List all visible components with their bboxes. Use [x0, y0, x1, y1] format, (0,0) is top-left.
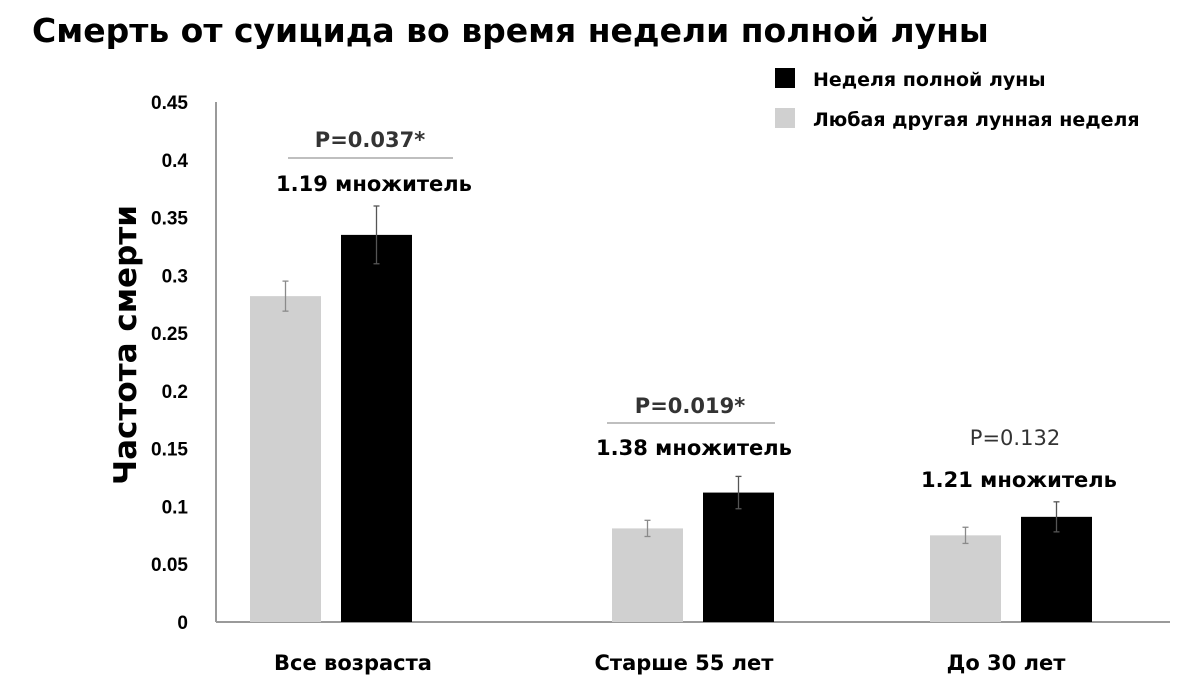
chart-title: Смерть от суицида во время недели полной…: [32, 11, 989, 50]
y-tick-label: 0: [177, 613, 188, 634]
y-tick-label: 0.4: [162, 151, 189, 172]
y-tick-label: 0.2: [162, 382, 188, 403]
legend-swatch-full-moon: [775, 68, 795, 88]
bar-other-week: [250, 296, 321, 622]
multiplier-label: 1.19 множитель: [276, 172, 472, 196]
y-axis-label: Частота смерти: [108, 205, 144, 485]
legend-label-full-moon: Неделя полной луны: [813, 69, 1046, 91]
y-tick-label: 0.3: [162, 266, 188, 287]
legend-label-other-week: Любая другая лунная неделя: [813, 109, 1140, 131]
legend: Неделя полной луны Любая другая лунная н…: [775, 68, 1140, 131]
y-tick-label: 0.35: [151, 209, 188, 230]
bar-other-week: [612, 528, 683, 622]
bar-full-moon: [703, 492, 774, 622]
y-tick-labels: 0 0.05 0.1 0.15 0.2 0.25 0.3 0.35 0.4 0.45: [151, 93, 188, 634]
category-labels: Все возраста Старше 55 лет До 30 лет: [274, 651, 1066, 675]
y-tick-label: 0.45: [151, 93, 188, 114]
bar-other-week: [930, 535, 1001, 622]
bar-full-moon: [1021, 516, 1092, 622]
bar-full-moon: [341, 234, 412, 622]
y-tick-label: 0.25: [151, 324, 188, 345]
p-value-label: P=0.037*: [315, 128, 425, 152]
y-tick-label: 0.15: [151, 440, 188, 461]
p-value-label: P=0.019*: [635, 394, 745, 418]
x-category-label: До 30 лет: [947, 651, 1067, 675]
annotations: P=0.037* 1.19 множитель P=0.019* 1.38 множи…: [276, 128, 1117, 492]
legend-swatch-other-week: [775, 108, 795, 128]
multiplier-label: 1.38 множитель: [596, 436, 792, 460]
bars: [250, 205, 1092, 622]
y-tick-label: 0.05: [151, 555, 188, 576]
y-tick-label: 0.1: [162, 497, 189, 518]
p-value-label: P=0.132: [970, 426, 1060, 450]
x-category-label: Старше 55 лет: [595, 651, 775, 675]
multiplier-label: 1.21 множитель: [921, 468, 1117, 492]
x-category-label: Все возраста: [274, 651, 432, 675]
